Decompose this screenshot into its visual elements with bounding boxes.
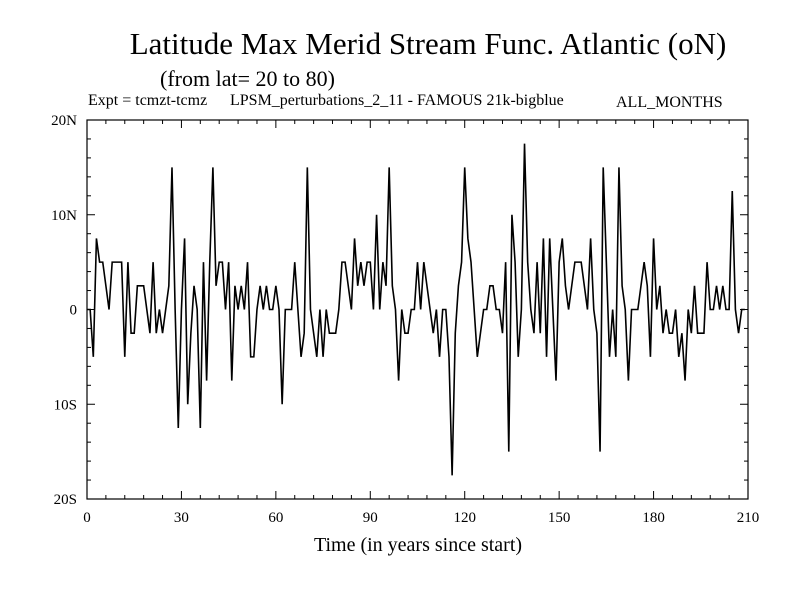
x-tick-label: 90 bbox=[363, 510, 378, 526]
y-tick-label: 20N bbox=[51, 113, 77, 129]
x-tick-labels: 0 30 60 90 120 150 180 210 bbox=[83, 510, 759, 526]
period-label: ALL_MONTHS bbox=[616, 94, 723, 111]
y-tick-labels: 20N 10N 0 10S 20S bbox=[51, 113, 77, 508]
y-tick-label: 20S bbox=[54, 492, 77, 508]
y-tick-label: 10S bbox=[54, 397, 77, 413]
x-axis-title: Time (in years since start) bbox=[314, 534, 522, 556]
experiment-prefix: Expt = tcmzt-tcmz bbox=[88, 92, 208, 109]
chart-title: Latitude Max Merid Stream Func. Atlantic… bbox=[129, 26, 727, 61]
x-tick-label: 180 bbox=[642, 510, 665, 526]
x-tick-label: 0 bbox=[83, 510, 91, 526]
y-tick-label: 10N bbox=[51, 208, 77, 224]
x-tick-label: 30 bbox=[174, 510, 189, 526]
x-tick-label: 150 bbox=[548, 510, 571, 526]
axis-ticks bbox=[86, 119, 749, 500]
x-tick-label: 120 bbox=[453, 510, 476, 526]
x-tick-label: 60 bbox=[268, 510, 283, 526]
x-tick-label: 210 bbox=[737, 510, 760, 526]
experiment-name: LPSM_perturbations_2_11 - FAMOUS 21k-big… bbox=[230, 92, 564, 109]
series-line bbox=[87, 143, 745, 476]
y-tick-label: 0 bbox=[70, 303, 78, 319]
chart-subtitle: (from lat= 20 to 80) bbox=[160, 66, 335, 91]
